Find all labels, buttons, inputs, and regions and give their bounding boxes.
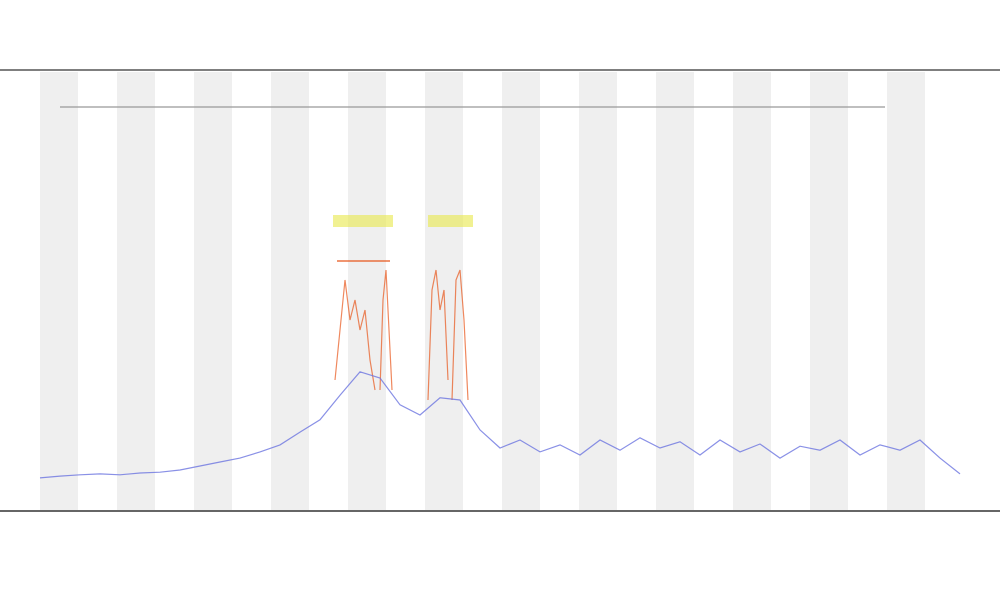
band xyxy=(348,72,386,510)
spike xyxy=(379,269,393,391)
spike xyxy=(451,269,469,401)
band xyxy=(887,72,925,510)
band xyxy=(117,72,155,510)
plot xyxy=(39,371,961,479)
band xyxy=(502,72,540,510)
spike xyxy=(334,279,376,391)
band xyxy=(656,72,694,510)
band xyxy=(579,72,617,510)
background-bands xyxy=(40,72,925,510)
band xyxy=(194,72,232,510)
band xyxy=(271,72,309,510)
marker-block xyxy=(333,215,393,227)
marker-block xyxy=(428,215,473,227)
band xyxy=(733,72,771,510)
band xyxy=(810,72,848,510)
data-line xyxy=(39,371,961,479)
band xyxy=(40,72,78,510)
event-spikes xyxy=(60,106,885,401)
spike xyxy=(427,269,449,401)
